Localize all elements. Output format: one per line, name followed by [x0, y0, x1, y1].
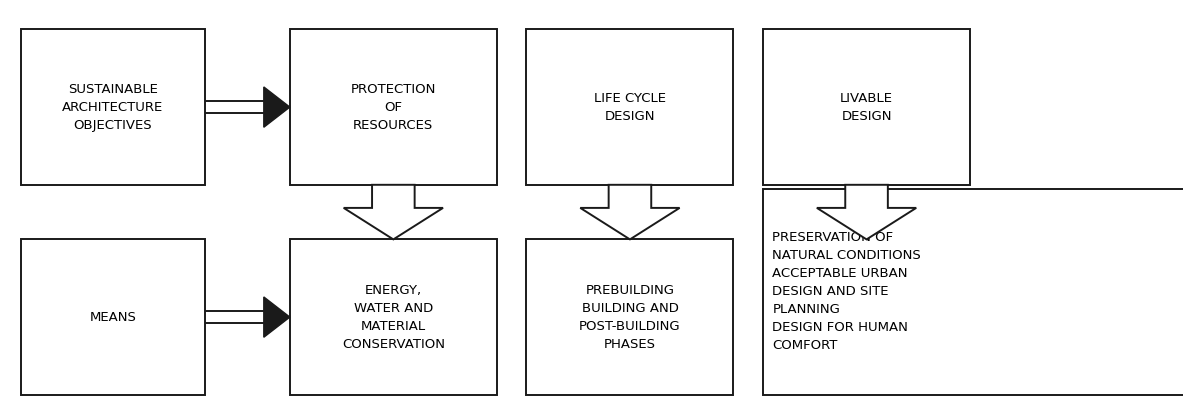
Text: SUSTAINABLE
ARCHITECTURE
OBJECTIVES: SUSTAINABLE ARCHITECTURE OBJECTIVES [63, 83, 163, 131]
FancyBboxPatch shape [763, 29, 970, 185]
Text: LIFE CYCLE
DESIGN: LIFE CYCLE DESIGN [594, 92, 666, 123]
Text: ENERGY,
WATER AND
MATERIAL
CONSERVATION: ENERGY, WATER AND MATERIAL CONSERVATION [342, 284, 445, 351]
FancyBboxPatch shape [290, 239, 497, 395]
Polygon shape [580, 185, 679, 239]
Polygon shape [816, 185, 916, 239]
FancyBboxPatch shape [290, 29, 497, 185]
FancyBboxPatch shape [21, 239, 205, 395]
FancyBboxPatch shape [526, 29, 733, 185]
Polygon shape [264, 87, 290, 127]
Polygon shape [344, 185, 442, 239]
Text: PROTECTION
OF
RESOURCES: PROTECTION OF RESOURCES [350, 83, 437, 131]
Text: PRESERVATION OF
NATURAL CONDITIONS
ACCEPTABLE URBAN
DESIGN AND SITE
PLANNING
DES: PRESERVATION OF NATURAL CONDITIONS ACCEP… [772, 231, 922, 352]
FancyBboxPatch shape [526, 239, 733, 395]
FancyBboxPatch shape [763, 189, 1183, 395]
FancyBboxPatch shape [21, 29, 205, 185]
Polygon shape [264, 297, 290, 337]
Text: LIVABLE
DESIGN: LIVABLE DESIGN [840, 92, 893, 123]
Text: MEANS: MEANS [90, 311, 136, 323]
Text: PREBUILDING
BUILDING AND
POST-BUILDING
PHASES: PREBUILDING BUILDING AND POST-BUILDING P… [580, 284, 680, 351]
